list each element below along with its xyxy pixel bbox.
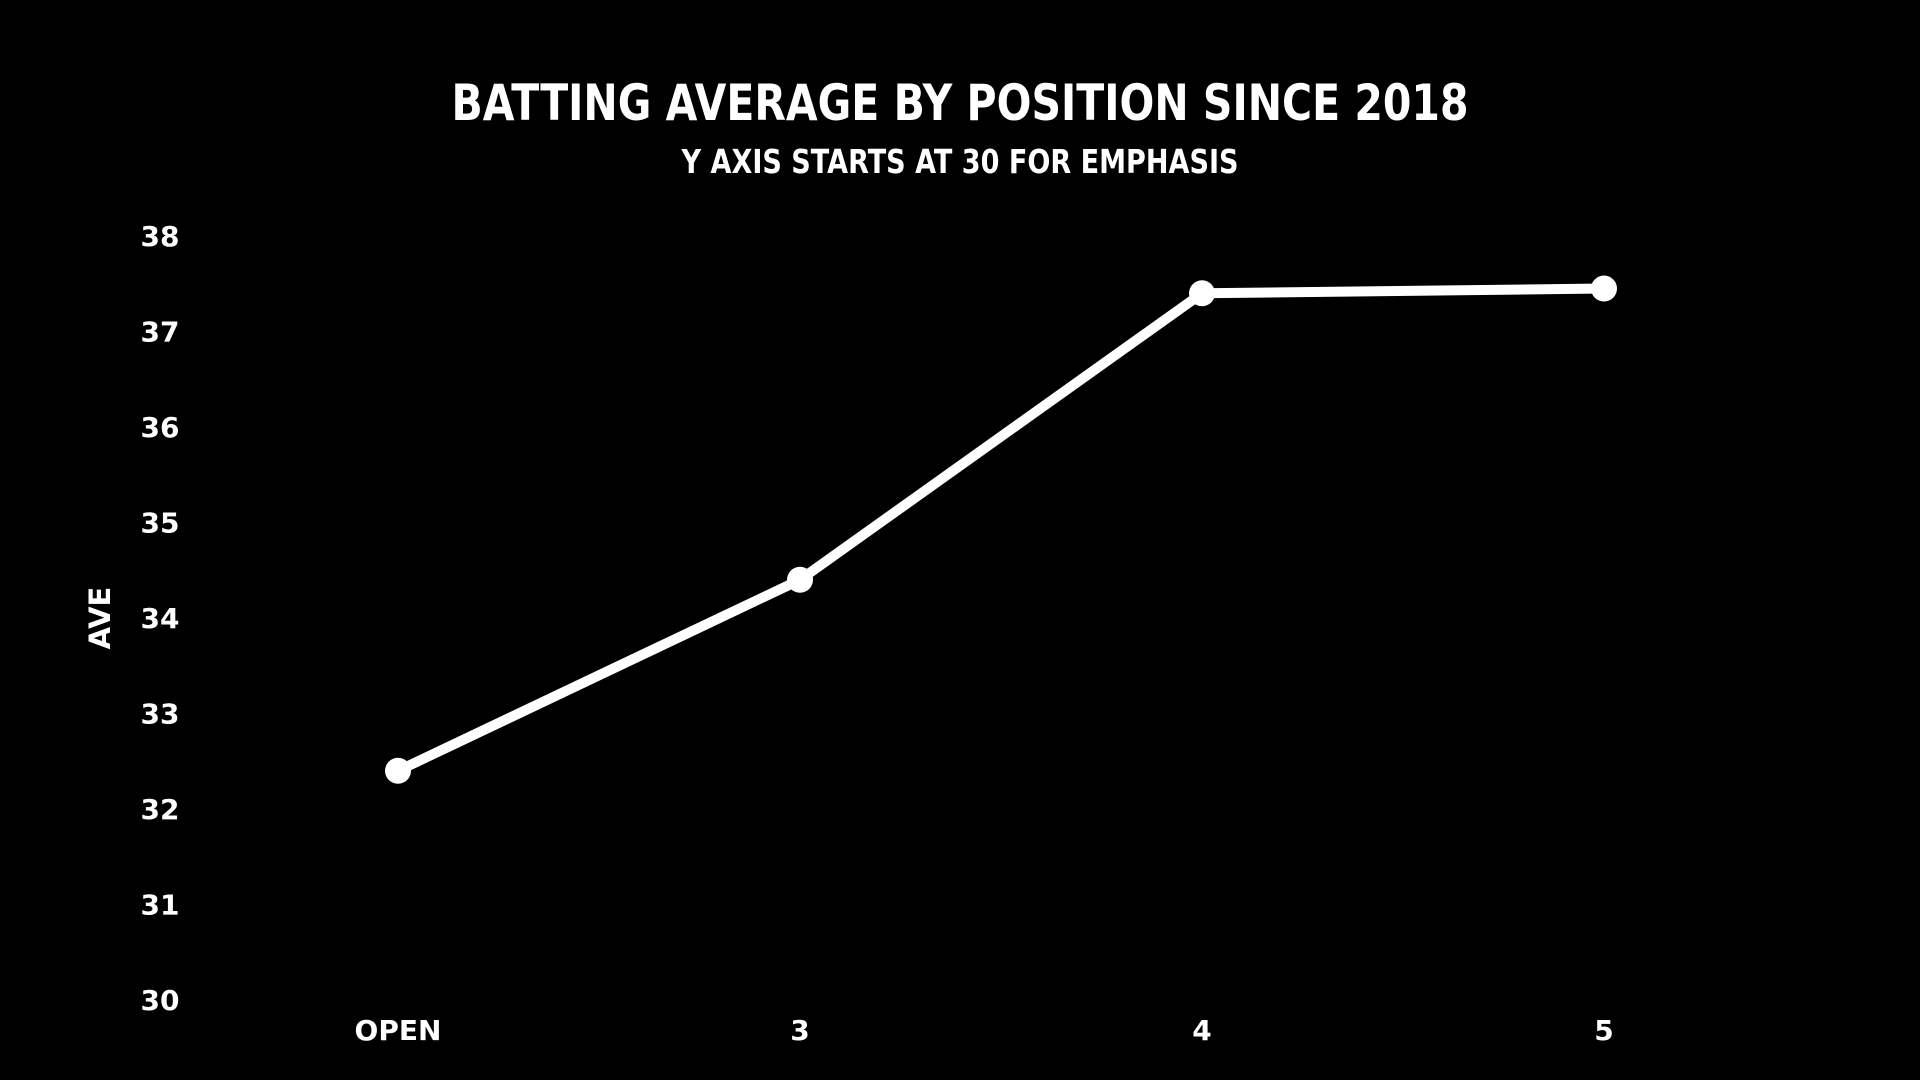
data-point — [1591, 275, 1617, 302]
plot-series — [385, 275, 1617, 784]
chart-subtitle: Y AXIS STARTS AT 30 FOR EMPHASIS — [681, 142, 1239, 181]
y-tick-label: 33 — [141, 698, 180, 731]
y-tick-label: 36 — [141, 411, 180, 444]
x-tick-label: 3 — [790, 1014, 809, 1047]
x-tick-labels: OPEN 3 4 5 — [355, 1014, 1614, 1047]
series-line — [393, 283, 1609, 776]
y-tick-label: 35 — [141, 507, 180, 540]
y-tick-label: 32 — [141, 793, 180, 826]
x-tick-label: 4 — [1192, 1014, 1211, 1047]
x-tick-label: 5 — [1594, 1014, 1613, 1047]
data-point — [1189, 280, 1215, 307]
y-tick-label: 30 — [141, 984, 180, 1017]
x-tick-label: OPEN — [355, 1014, 442, 1047]
y-axis-label: AVE — [83, 587, 117, 650]
y-tick-label: 37 — [141, 316, 180, 349]
y-tick-label: 34 — [141, 602, 180, 635]
y-tick-labels: 30 31 32 33 34 35 36 37 38 — [141, 220, 180, 1017]
y-tick-label: 31 — [141, 889, 180, 922]
data-point — [385, 757, 411, 784]
y-tick-label: 38 — [141, 220, 180, 253]
data-point — [787, 566, 813, 593]
chart-title: BATTING AVERAGE BY POSITION SINCE 2018 — [451, 74, 1469, 132]
